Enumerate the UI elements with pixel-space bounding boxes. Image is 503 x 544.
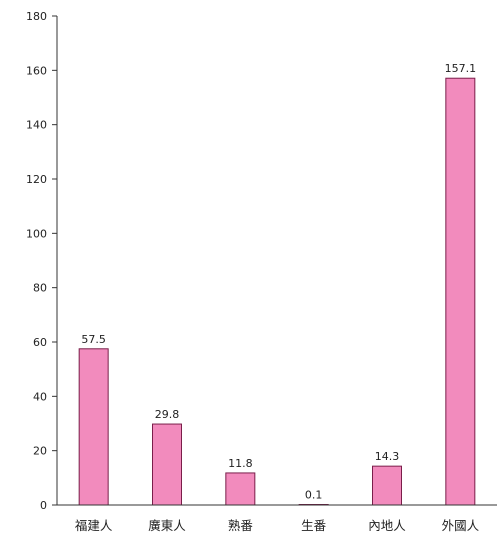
category-label: 熟番	[228, 518, 254, 533]
data-label: 57.5	[81, 333, 106, 346]
category-label: 廣東人	[148, 518, 186, 533]
data-labels: 57.5 29.8 11.8 0.1 14.3 157.1	[81, 62, 476, 501]
bar	[152, 423, 182, 506]
bar	[225, 472, 256, 506]
category-label: 外國人	[442, 518, 480, 533]
y-tick-label: 120	[26, 173, 47, 186]
y-tick-label: 100	[26, 227, 47, 240]
y-tick-label: 0	[40, 499, 47, 512]
y-tick-label: 160	[26, 64, 47, 77]
bar	[445, 77, 476, 506]
y-tick-label: 60	[33, 336, 47, 349]
category-label: 福建人	[75, 518, 113, 533]
category-labels: 福建人 廣東人 熟番 生番 內地人 外國人	[75, 518, 480, 533]
data-label: 157.1	[445, 62, 477, 75]
data-label: 29.8	[155, 408, 180, 421]
category-label: 內地人	[368, 518, 406, 533]
y-tick-label: 140	[26, 119, 47, 132]
y-tick-label: 80	[33, 282, 47, 295]
data-label: 14.3	[375, 450, 400, 463]
y-tick-label: 180	[26, 10, 47, 23]
category-label: 生番	[301, 518, 327, 533]
y-tick-label: 20	[33, 445, 47, 458]
bar	[372, 465, 402, 506]
y-tick-label: 40	[33, 390, 47, 403]
y-axis-ticks: 0 20 40 60 80 100 120 140 160 180	[26, 10, 57, 512]
bar	[78, 348, 109, 506]
data-label: 0.1	[305, 489, 323, 502]
bars	[78, 77, 476, 506]
data-label: 11.8	[228, 457, 253, 470]
